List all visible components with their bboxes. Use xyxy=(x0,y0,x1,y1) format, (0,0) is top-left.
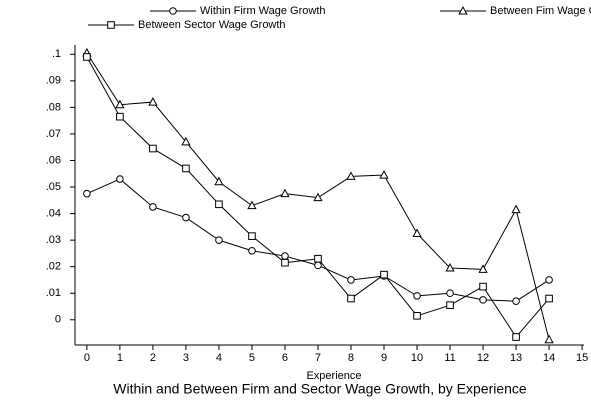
point xyxy=(379,170,389,179)
point xyxy=(149,203,157,211)
y-tick-label: .08 xyxy=(46,101,61,113)
point xyxy=(215,236,223,244)
point xyxy=(545,294,553,303)
point xyxy=(247,200,257,210)
point xyxy=(512,297,520,305)
x-tick-label: 6 xyxy=(282,352,288,364)
legend-label: Between Fim Wage Growth xyxy=(490,5,591,17)
point xyxy=(281,258,289,267)
point xyxy=(115,99,125,109)
point xyxy=(248,246,256,255)
point xyxy=(545,276,553,284)
point xyxy=(116,112,124,121)
y-tick-label: .1 xyxy=(52,48,61,60)
point xyxy=(281,252,289,260)
point xyxy=(412,228,422,237)
point xyxy=(214,176,224,186)
x-tick-label: 13 xyxy=(510,352,522,364)
point xyxy=(479,296,487,304)
point xyxy=(182,164,190,173)
point xyxy=(446,289,454,298)
y-tick-label: .05 xyxy=(46,181,61,193)
x-tick-label: 1 xyxy=(117,352,123,364)
x-axis-label: Experience xyxy=(306,370,361,382)
point xyxy=(445,262,455,272)
point xyxy=(446,301,454,309)
point xyxy=(347,276,355,284)
point xyxy=(413,311,421,320)
point xyxy=(512,333,520,341)
point xyxy=(149,144,157,153)
x-tick-label: 14 xyxy=(543,352,555,364)
point xyxy=(478,264,488,273)
point xyxy=(313,192,323,202)
point xyxy=(458,5,468,15)
point xyxy=(314,261,322,270)
x-tick-label: 10 xyxy=(411,352,423,364)
chart-title: Within and Between Firm and Sector Wage … xyxy=(113,381,527,397)
point xyxy=(107,21,115,29)
y-tick-label: .03 xyxy=(46,234,61,246)
point xyxy=(116,175,124,183)
point xyxy=(248,232,256,240)
x-tick-label: 8 xyxy=(348,352,354,364)
point xyxy=(413,292,421,300)
x-tick-label: 4 xyxy=(216,352,222,364)
point xyxy=(280,188,290,198)
legend-label: Between Sector Wage Growth xyxy=(138,19,286,31)
x-tick-label: 2 xyxy=(150,352,156,364)
point xyxy=(169,7,177,15)
point xyxy=(346,171,356,180)
point xyxy=(148,97,158,106)
point xyxy=(479,282,487,291)
point xyxy=(83,53,91,61)
y-tick-label: .02 xyxy=(46,261,61,273)
x-tick-label: 7 xyxy=(315,352,321,364)
legend-label: Within Firm Wage Growth xyxy=(200,5,326,17)
x-tick-label: 12 xyxy=(477,352,489,364)
x-tick-label: 0 xyxy=(84,352,90,364)
point xyxy=(181,136,191,146)
point xyxy=(347,294,355,303)
y-tick-label: 0 xyxy=(55,314,61,326)
point xyxy=(511,204,521,214)
y-tick-label: .09 xyxy=(46,75,61,87)
y-tick-label: .07 xyxy=(46,128,61,140)
x-tick-label: 15 xyxy=(576,352,588,364)
x-tick-label: 5 xyxy=(249,352,255,364)
point xyxy=(215,200,223,209)
point xyxy=(314,254,322,263)
y-tick-label: .06 xyxy=(46,154,61,166)
y-tick-label: .01 xyxy=(46,287,61,299)
x-tick-label: 11 xyxy=(444,352,455,364)
point xyxy=(83,189,91,198)
y-tick-label: .04 xyxy=(46,207,61,219)
point xyxy=(182,213,190,222)
point xyxy=(544,334,554,344)
x-tick-label: 9 xyxy=(381,352,387,364)
point xyxy=(380,270,388,279)
x-tick-label: 3 xyxy=(183,352,189,364)
